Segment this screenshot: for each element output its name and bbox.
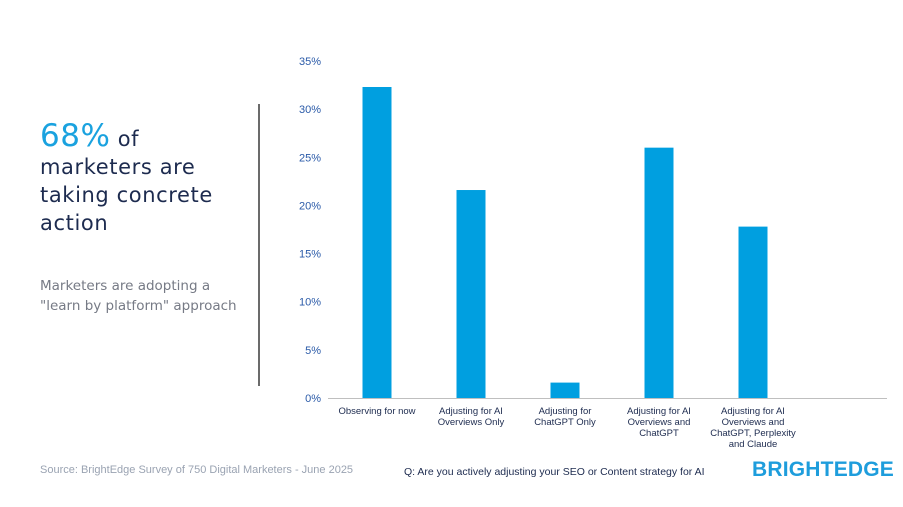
y-tick-label: 25% bbox=[299, 152, 321, 164]
x-tick-label: Adjusting for AI Overviews and ChatGPT bbox=[627, 406, 691, 439]
y-tick-label: 5% bbox=[305, 345, 321, 357]
subheading: Marketers are adopting a "learn by platf… bbox=[40, 278, 237, 314]
y-tick-label: 20% bbox=[299, 200, 321, 212]
bar bbox=[644, 147, 674, 398]
y-tick-label: 15% bbox=[299, 249, 321, 261]
bar bbox=[456, 190, 486, 398]
bar bbox=[738, 226, 768, 398]
x-tick-label: Adjusting for AI Overviews and ChatGPT, Pe… bbox=[710, 406, 796, 450]
headline-stat: 68% bbox=[40, 118, 111, 154]
headline: 68% of marketers are taking concrete act… bbox=[40, 121, 250, 237]
vertical-divider bbox=[258, 104, 260, 386]
x-tick-label: Adjusting for ChatGPT Only bbox=[534, 406, 596, 428]
y-tick-label: 10% bbox=[299, 297, 321, 309]
bar bbox=[362, 86, 392, 399]
y-tick-label: 35% bbox=[299, 56, 321, 68]
headline-text: marketers are taking concrete action bbox=[40, 155, 213, 235]
headline-stat-suffix: of bbox=[117, 127, 140, 151]
y-tick-label: 0% bbox=[305, 393, 321, 405]
bar bbox=[550, 382, 580, 398]
x-tick-label: Adjusting for AI Overviews Only bbox=[438, 406, 505, 428]
y-tick-label: 30% bbox=[299, 104, 321, 116]
source-note: Source: BrightEdge Survey of 750 Digital… bbox=[40, 464, 354, 476]
x-tick-label: Observing for now bbox=[338, 406, 415, 417]
brightedge-logo: BRIGHTEDGE bbox=[752, 458, 895, 481]
survey-question: Q: Are you actively adjusting your SEO o… bbox=[404, 466, 705, 478]
